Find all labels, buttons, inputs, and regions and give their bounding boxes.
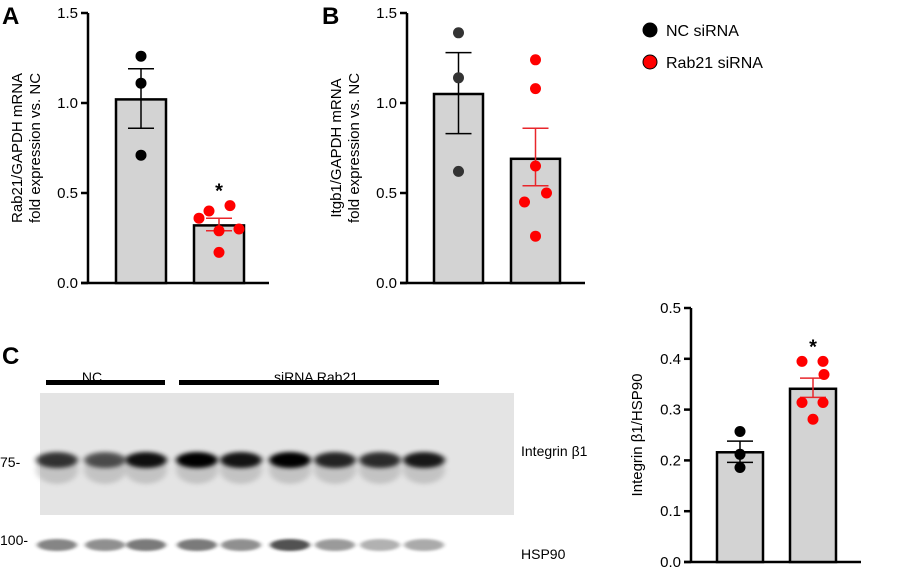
data-point — [453, 165, 464, 177]
data-point — [453, 72, 464, 84]
data-point — [807, 413, 819, 425]
integrin-band — [125, 452, 167, 468]
band-label-hsp90: HSP90 — [521, 546, 566, 562]
data-point — [541, 187, 552, 199]
data-point — [734, 448, 746, 460]
hsp90-band — [404, 539, 444, 551]
data-point — [796, 396, 808, 408]
data-point — [530, 230, 541, 242]
data-point — [817, 396, 829, 408]
blot-group-bar-nc — [46, 380, 165, 385]
data-point — [818, 369, 830, 381]
data-point — [796, 355, 808, 367]
chart-a: 0.0 0.5 1.0 1.5 Rab21/GAPDH mRNA fold express… — [9, 5, 269, 292]
legend-label-rab21: Rab21 siRNA — [666, 55, 763, 72]
y-tick-label: 1.0 — [57, 95, 78, 112]
integrin-band — [314, 452, 356, 468]
legend-marker-rab21 — [642, 54, 658, 70]
panel-label-b: B — [322, 3, 339, 30]
y-tick-label: 0.5 — [57, 185, 78, 202]
bar-nc — [114, 98, 168, 285]
marker-100: 100- — [0, 532, 28, 548]
y-axis-label: Itgb1/GAPDH mRNA — [328, 78, 345, 217]
data-point — [817, 355, 829, 367]
data-point — [203, 205, 215, 217]
band-label-integrin: Integrin β1 — [521, 443, 588, 459]
integrin-band — [269, 452, 311, 468]
hsp90-band — [221, 539, 261, 551]
y-tick-label: 0.5 — [376, 185, 397, 202]
data-point — [224, 200, 236, 212]
y-axis-label: fold expression vs. NC — [346, 73, 363, 223]
marker-75: 75- — [0, 454, 21, 470]
data-point — [519, 196, 530, 208]
y-tick-label: 0.2 — [660, 452, 681, 469]
y-axis-label: fold expression vs. NC — [27, 73, 44, 223]
hsp90-band — [360, 539, 400, 551]
western-blot: NC siRNA Rab21 75- 100- Integrin β1 HSP9… — [0, 369, 588, 562]
y-tick-label: 0.5 — [660, 300, 681, 317]
integrin-band — [84, 452, 126, 468]
data-point — [135, 77, 147, 89]
hsp90-bands — [37, 539, 444, 551]
significance-marker: * — [215, 181, 223, 203]
y-tick-label: 0.0 — [660, 554, 681, 571]
integrin-band — [220, 452, 262, 468]
integrin-band — [403, 452, 445, 468]
y-tick-label: 1.5 — [57, 5, 78, 22]
data-point — [233, 223, 245, 235]
data-point — [530, 160, 541, 172]
blot-group-bar-sirna — [179, 380, 439, 385]
data-point — [734, 462, 746, 474]
y-tick-label: 0.4 — [660, 351, 681, 368]
legend: NC siRNA Rab21 siRNA — [642, 22, 763, 72]
data-point — [530, 54, 541, 66]
y-tick-label: 0.0 — [57, 275, 78, 292]
y-tick-label: 1.5 — [376, 5, 397, 22]
integrin-band — [176, 452, 218, 468]
chart-b: 0.0 0.5 1.0 1.5 Itgb1/GAPDH mRNA fold express… — [328, 5, 585, 292]
data-point — [734, 425, 746, 437]
y-tick-label: 1.0 — [376, 95, 397, 112]
hsp90-band — [37, 539, 77, 551]
y-axis-label: Rab21/GAPDH mRNA — [9, 73, 26, 223]
hsp90-band — [270, 539, 310, 551]
legend-marker-nc — [642, 22, 658, 38]
legend-label-nc: NC siRNA — [666, 23, 739, 40]
data-point — [213, 246, 225, 258]
hsp90-band — [126, 539, 166, 551]
data-point — [530, 83, 541, 95]
panel-label-c: C — [2, 343, 19, 370]
panel-label-a: A — [2, 3, 19, 30]
chart-c: 0.0 0.1 0.2 0.3 0.4 0.5 Integrin β1/HSP90 * — [629, 300, 861, 571]
y-axis-label: Integrin β1/HSP90 — [629, 374, 646, 497]
data-point — [453, 27, 464, 39]
hsp90-band — [85, 539, 125, 551]
y-tick-label: 0.3 — [660, 402, 681, 419]
integrin-band — [359, 452, 401, 468]
integrin-band — [36, 452, 78, 468]
data-point — [135, 50, 147, 62]
data-point — [213, 225, 225, 237]
hsp90-band — [315, 539, 355, 551]
y-tick-label: 0.1 — [660, 503, 681, 520]
data-point — [135, 149, 147, 161]
significance-marker: * — [809, 336, 817, 358]
hsp90-band — [177, 539, 217, 551]
y-tick-label: 0.0 — [376, 275, 397, 292]
integrin-bands — [36, 452, 445, 484]
data-point — [193, 212, 205, 224]
